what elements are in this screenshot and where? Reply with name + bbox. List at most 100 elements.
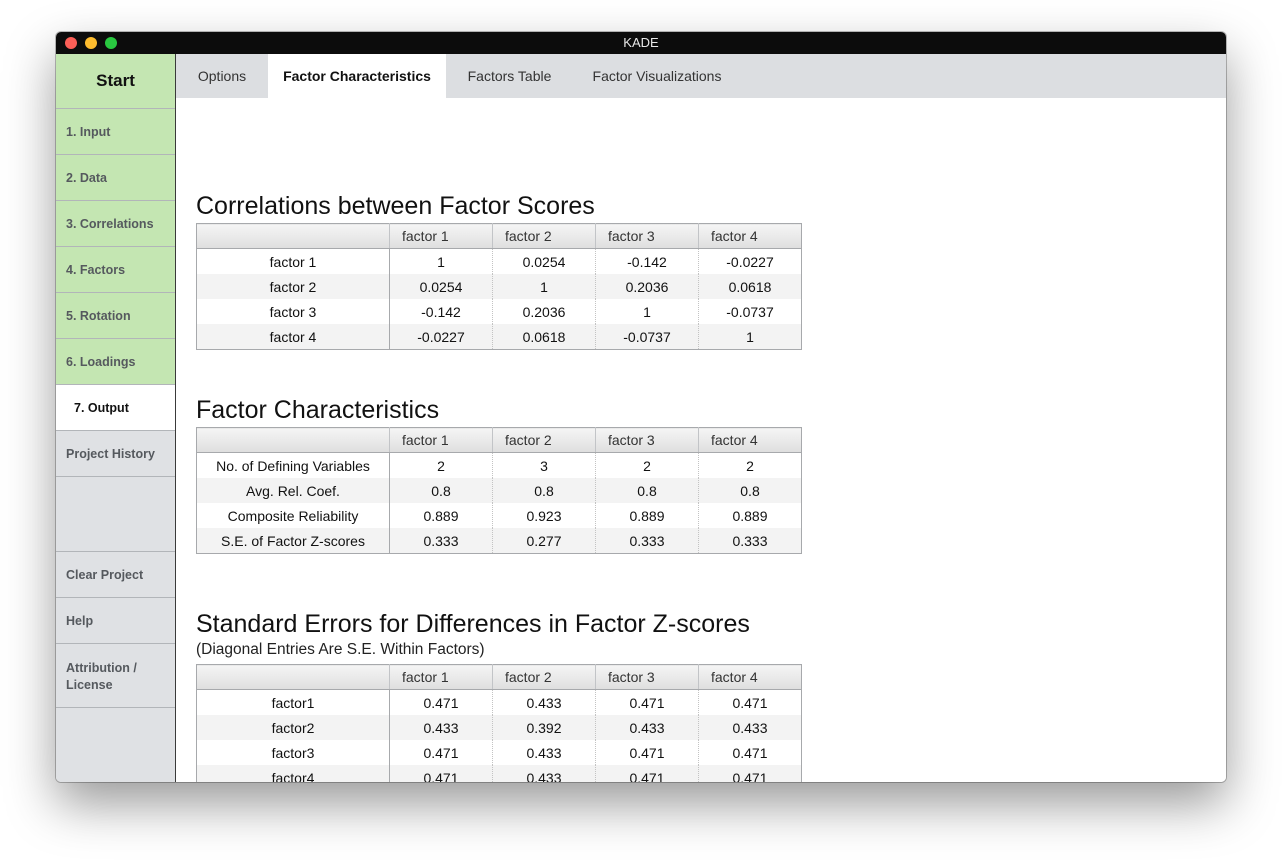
table-row: No. of Defining Variables 2 3 2 2 xyxy=(196,452,802,478)
row-label-cell: Avg. Rel. Coef. xyxy=(196,478,390,503)
maximize-window-button[interactable] xyxy=(105,37,117,49)
minimize-window-button[interactable] xyxy=(85,37,97,49)
row-label-cell: factor2 xyxy=(196,715,390,740)
sidebar-item-factors[interactable]: 4. Factors xyxy=(56,247,175,293)
value-cell: 0.277 xyxy=(492,528,596,554)
characteristics-table: factor 1 factor 2 factor 3 factor 4 No. of D… xyxy=(196,427,802,554)
column-header[interactable]: factor 2 xyxy=(492,223,596,249)
value-cell: 0.471 xyxy=(389,740,493,765)
standard-errors-table: factor 1 factor 2 factor 3 factor 4 factor1 0… xyxy=(196,664,802,782)
tab-factors-table[interactable]: Factors Table xyxy=(467,68,552,84)
tab-factor-visualizations[interactable]: Factor Visualizations xyxy=(592,68,722,84)
value-cell: -0.0737 xyxy=(595,324,699,350)
close-window-button[interactable] xyxy=(65,37,77,49)
standard-errors-title: Standard Errors for Differences in Facto… xyxy=(196,610,750,638)
value-cell: 0.0618 xyxy=(698,274,802,299)
attribution-label-line2: License xyxy=(66,678,113,692)
sidebar-item-output[interactable]: 7. Output xyxy=(56,385,175,431)
value-cell: 1 xyxy=(492,274,596,299)
row-label-header[interactable] xyxy=(196,223,390,249)
sidebar-item-data[interactable]: 2. Data xyxy=(56,155,175,201)
table-header-row: factor 1 factor 2 factor 3 factor 4 xyxy=(196,223,802,249)
column-header[interactable]: factor 1 xyxy=(389,427,493,453)
row-label-cell: S.E. of Factor Z-scores xyxy=(196,528,390,554)
value-cell: 0.2036 xyxy=(492,299,596,324)
sidebar-start-button[interactable]: Start xyxy=(56,54,175,109)
value-cell: 2 xyxy=(389,452,493,478)
value-cell: -0.0227 xyxy=(698,248,802,274)
sidebar-item-project-history[interactable]: Project History xyxy=(56,431,175,477)
value-cell: 1 xyxy=(389,248,493,274)
value-cell: 0.0618 xyxy=(492,324,596,350)
column-header[interactable]: factor 1 xyxy=(389,223,493,249)
value-cell: 0.889 xyxy=(595,503,699,528)
table-row: S.E. of Factor Z-scores 0.333 0.277 0.333 0.… xyxy=(196,528,802,554)
value-cell: 0.923 xyxy=(492,503,596,528)
column-header[interactable]: factor 1 xyxy=(389,664,493,690)
content-panel: Correlations between Factor Scores facto… xyxy=(176,98,1226,782)
characteristics-title: Factor Characteristics xyxy=(196,396,440,424)
correlations-table: factor 1 factor 2 factor 3 factor 4 factor 1… xyxy=(196,223,802,350)
table-row: Composite Reliability 0.889 0.923 0.889 0.88… xyxy=(196,503,802,528)
column-header[interactable]: factor 3 xyxy=(595,664,699,690)
row-label-header[interactable] xyxy=(196,427,390,453)
sidebar-item-loadings[interactable]: 6. Loadings xyxy=(56,339,175,385)
sidebar-item-input[interactable]: 1. Input xyxy=(56,109,175,155)
value-cell: 0.8 xyxy=(595,478,699,503)
value-cell: 0.471 xyxy=(698,765,802,782)
value-cell: 0.433 xyxy=(698,715,802,740)
value-cell: 0.2036 xyxy=(595,274,699,299)
value-cell: 0.889 xyxy=(698,503,802,528)
sidebar-item-correlations[interactable]: 3. Correlations xyxy=(56,201,175,247)
table-row: factor4 0.471 0.433 0.471 0.471 xyxy=(196,765,802,782)
value-cell: -0.142 xyxy=(595,248,699,274)
column-header[interactable]: factor 3 xyxy=(595,427,699,453)
tab-factor-characteristics[interactable]: Factor Characteristics xyxy=(268,54,446,98)
row-label-header[interactable] xyxy=(196,664,390,690)
sidebar-item-rotation[interactable]: 5. Rotation xyxy=(56,293,175,339)
table-row: factor2 0.433 0.392 0.433 0.433 xyxy=(196,715,802,740)
sidebar-item-help[interactable]: Help xyxy=(56,598,175,644)
table-row: factor 2 0.0254 1 0.2036 0.0618 xyxy=(196,274,802,299)
row-label-cell: factor3 xyxy=(196,740,390,765)
value-cell: 1 xyxy=(698,324,802,350)
value-cell: 0.471 xyxy=(595,765,699,782)
tab-options[interactable]: Options xyxy=(197,68,247,84)
value-cell: 0.333 xyxy=(389,528,493,554)
value-cell: 2 xyxy=(698,452,802,478)
column-header[interactable]: factor 3 xyxy=(595,223,699,249)
row-label-cell: factor4 xyxy=(196,765,390,782)
value-cell: 0.471 xyxy=(698,689,802,715)
tab-bar: Options Factor Characteristics Factors T… xyxy=(176,54,1226,98)
value-cell: 0.433 xyxy=(492,689,596,715)
table-row: factor 4 -0.0227 0.0618 -0.0737 1 xyxy=(196,324,802,350)
column-header[interactable]: factor 4 xyxy=(698,223,802,249)
correlations-title: Correlations between Factor Scores xyxy=(196,192,595,220)
sidebar-item-attribution[interactable]: Attribution / License xyxy=(56,644,175,708)
table-row: factor 3 -0.142 0.2036 1 -0.0737 xyxy=(196,299,802,324)
window-title: KADE xyxy=(623,35,659,50)
value-cell: 0.433 xyxy=(492,740,596,765)
row-label-cell: factor1 xyxy=(196,689,390,715)
value-cell: 0.471 xyxy=(595,740,699,765)
column-header[interactable]: factor 4 xyxy=(698,427,802,453)
column-header[interactable]: factor 4 xyxy=(698,664,802,690)
sidebar: Start 1. Input 2. Data 3. Correlations 4… xyxy=(56,54,176,782)
attribution-label-line1: Attribution / xyxy=(66,661,137,675)
table-row: Avg. Rel. Coef. 0.8 0.8 0.8 0.8 xyxy=(196,478,802,503)
row-label-cell: factor 1 xyxy=(196,248,390,274)
standard-errors-subtitle: (Diagonal Entries Are S.E. Within Factor… xyxy=(196,641,485,658)
column-header[interactable]: factor 2 xyxy=(492,427,596,453)
row-label-cell: factor 2 xyxy=(196,274,390,299)
value-cell: 0.889 xyxy=(389,503,493,528)
sidebar-spacer xyxy=(56,477,175,552)
value-cell: 0.433 xyxy=(389,715,493,740)
table-row: factor3 0.471 0.433 0.471 0.471 xyxy=(196,740,802,765)
sidebar-item-clear-project[interactable]: Clear Project xyxy=(56,552,175,598)
value-cell: 0.333 xyxy=(698,528,802,554)
value-cell: 0.433 xyxy=(492,765,596,782)
value-cell: 0.471 xyxy=(698,740,802,765)
app-window: KADE Start 1. Input 2. Data 3. Correlati… xyxy=(56,32,1226,782)
value-cell: 0.433 xyxy=(595,715,699,740)
column-header[interactable]: factor 2 xyxy=(492,664,596,690)
